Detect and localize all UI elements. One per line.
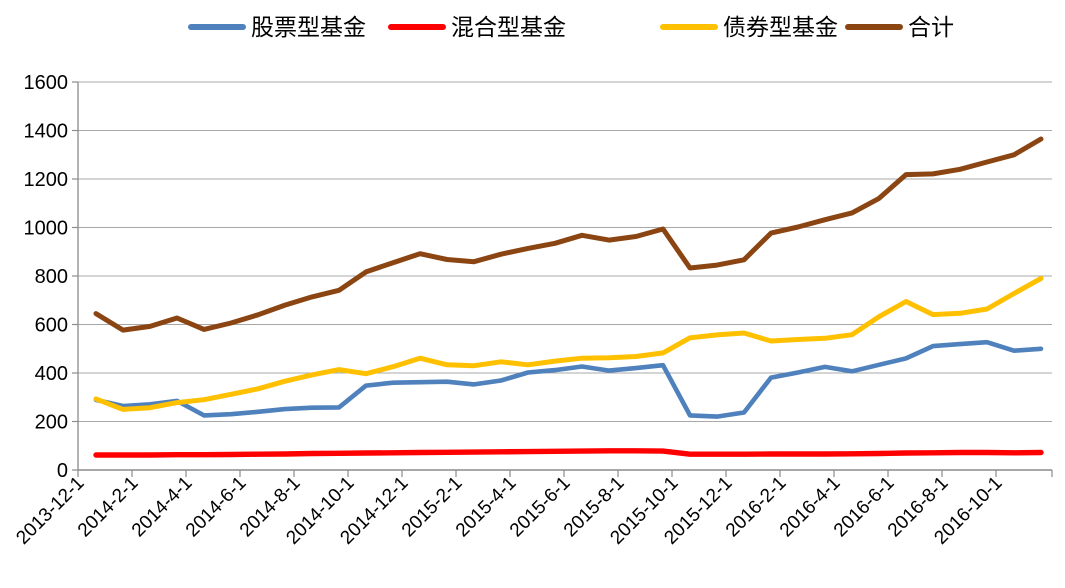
series-line-bond-fund — [93, 275, 1044, 412]
y-tick-label: 1600 — [24, 72, 69, 94]
series-line-hybrid-fund — [93, 448, 1044, 458]
series-line-total — [93, 136, 1044, 333]
series-line-stock-fund — [93, 339, 1044, 419]
y-tick-label: 1200 — [24, 169, 69, 191]
y-tick-label: 400 — [35, 363, 68, 385]
y-tick-label: 0 — [57, 460, 68, 482]
y-tick-label: 1000 — [24, 218, 69, 240]
y-tick-label: 200 — [35, 412, 68, 434]
y-tick-label: 600 — [35, 315, 68, 337]
x-tick-label: 2013-12-1 — [12, 473, 88, 549]
y-tick-label: 1400 — [24, 121, 69, 143]
y-tick-label: 800 — [35, 266, 68, 288]
